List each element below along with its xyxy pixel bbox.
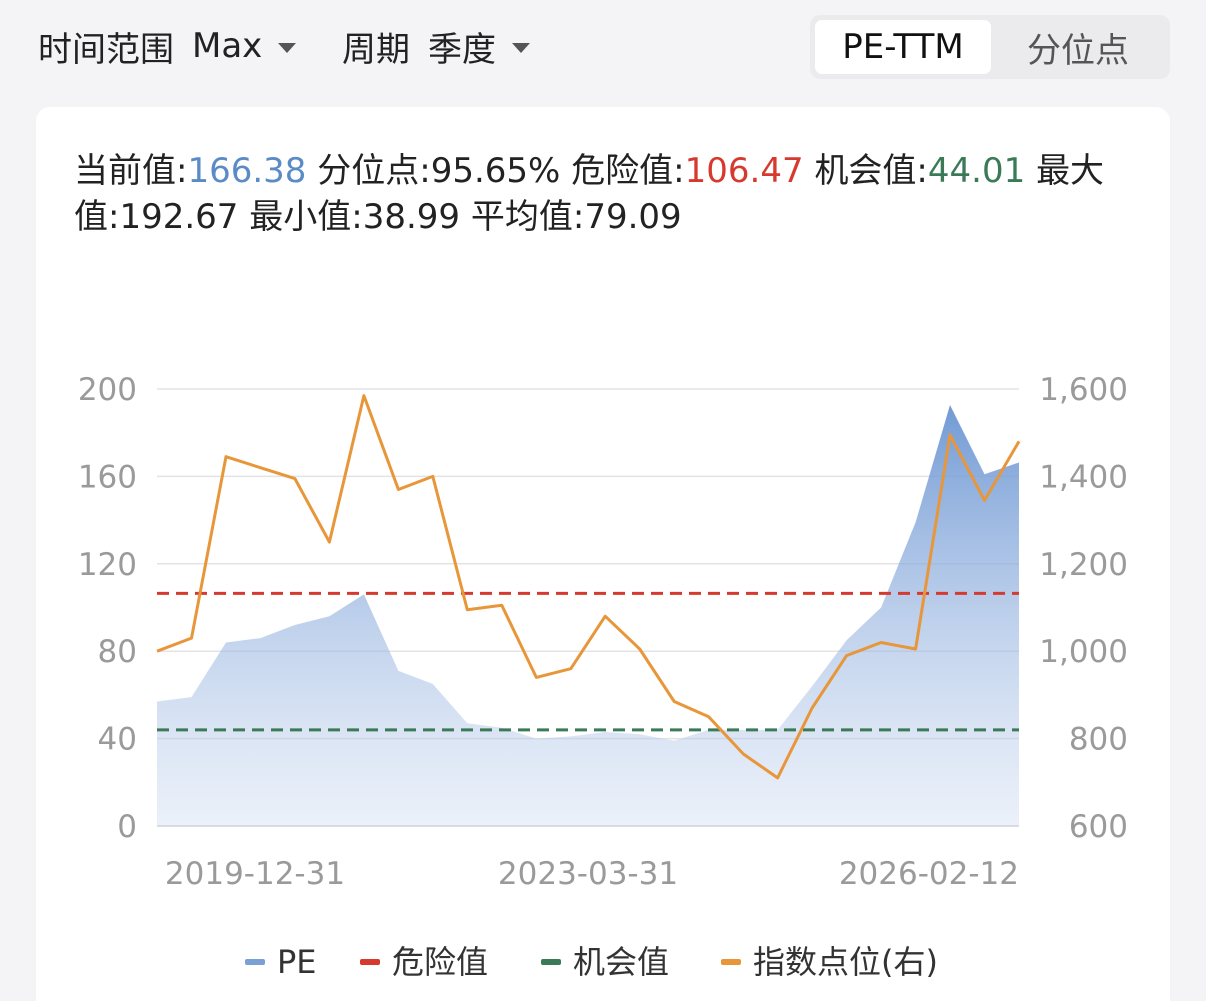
danger-label: 危险值: [571,151,685,191]
max-label: 最大值: [74,151,1105,237]
left-axis: 0 40 80 120 160 200 [78,372,137,845]
right-tick-label: 600 [1069,809,1128,845]
legend-swatch [360,959,380,965]
legend: PE 危险值 机会值 指数点位(右) [245,943,938,981]
left-tick-label: 200 [78,372,137,408]
opportunity-label: 机会值: [814,151,928,191]
right-tick-label: 1,400 [1039,459,1128,495]
min-value: 38.99 [362,197,461,237]
chevron-down-icon [512,43,530,53]
avg-label: 平均值: [470,197,585,237]
legend-item[interactable]: 机会值 [541,943,669,981]
right-tick-label: 800 [1069,722,1128,758]
current-label: 当前值: [74,151,188,191]
period-label: 周期 [342,29,410,70]
x-tick-label: 2026-02-12 [839,856,1019,892]
avg-value: 79.09 [584,197,682,237]
min-label: 最小值: [249,197,363,237]
right-tick-label: 1,000 [1039,634,1128,670]
percentile-label: 分位点: [317,151,431,191]
opportunity-value: 44.01 [927,151,1026,191]
time-range-label: 时间范围 [38,29,174,70]
percentile-value: 95.65% [430,151,561,191]
left-tick-label: 120 [78,547,137,583]
legend-item[interactable]: 危险值 [360,943,488,981]
period-value: 季度 [428,29,496,70]
left-tick-label: 80 [98,634,137,670]
legend-label: 指数点位(右) [753,943,938,981]
legend-swatch [721,959,741,965]
x-tick-label: 2019-12-31 [165,856,345,892]
left-tick-label: 0 [117,809,137,845]
pe-area [157,405,1019,826]
period-dropdown[interactable]: 周期 季度 [342,22,530,70]
index-line [156,394,1021,780]
metric-segmented-control: PE-TTM 分位点 [810,15,1170,79]
chevron-down-icon [278,43,297,53]
legend-item[interactable]: 指数点位(右) [721,943,938,981]
legend-item[interactable]: PE [245,943,317,981]
right-tick-label: 1,600 [1039,372,1128,408]
top-bar: 时间范围 Max 周期 季度 PE-TTM 分位点 [0,0,1206,96]
legend-swatch [245,959,265,965]
current-value: 166.38 [187,151,307,191]
time-range-dropdown[interactable]: 时间范围 Max [38,22,297,70]
danger-value: 106.47 [684,151,804,191]
left-tick-label: 40 [98,722,137,758]
tab-pe-ttm[interactable]: PE-TTM [815,20,991,74]
stats-summary: 当前值:166.38 分位点:95.65% 危险值:106.47 机会值:44.… [74,148,1144,240]
legend-label: 机会值 [573,943,669,981]
time-range-value: Max [192,26,263,66]
max-value: 192.67 [119,197,239,237]
x-tick-label: 2023-03-31 [498,856,678,892]
legend-swatch [541,959,561,965]
right-axis: 600 800 1,000 1,200 1,400 1,600 [1039,372,1128,845]
tab-percentile[interactable]: 分位点 [1027,30,1129,71]
x-axis: 2019-12-31 2023-03-31 2026-02-12 [165,856,1019,892]
right-tick-label: 1,200 [1039,547,1128,583]
legend-label: PE [277,943,317,981]
legend-label: 危险值 [392,943,488,981]
left-tick-label: 160 [78,459,137,495]
